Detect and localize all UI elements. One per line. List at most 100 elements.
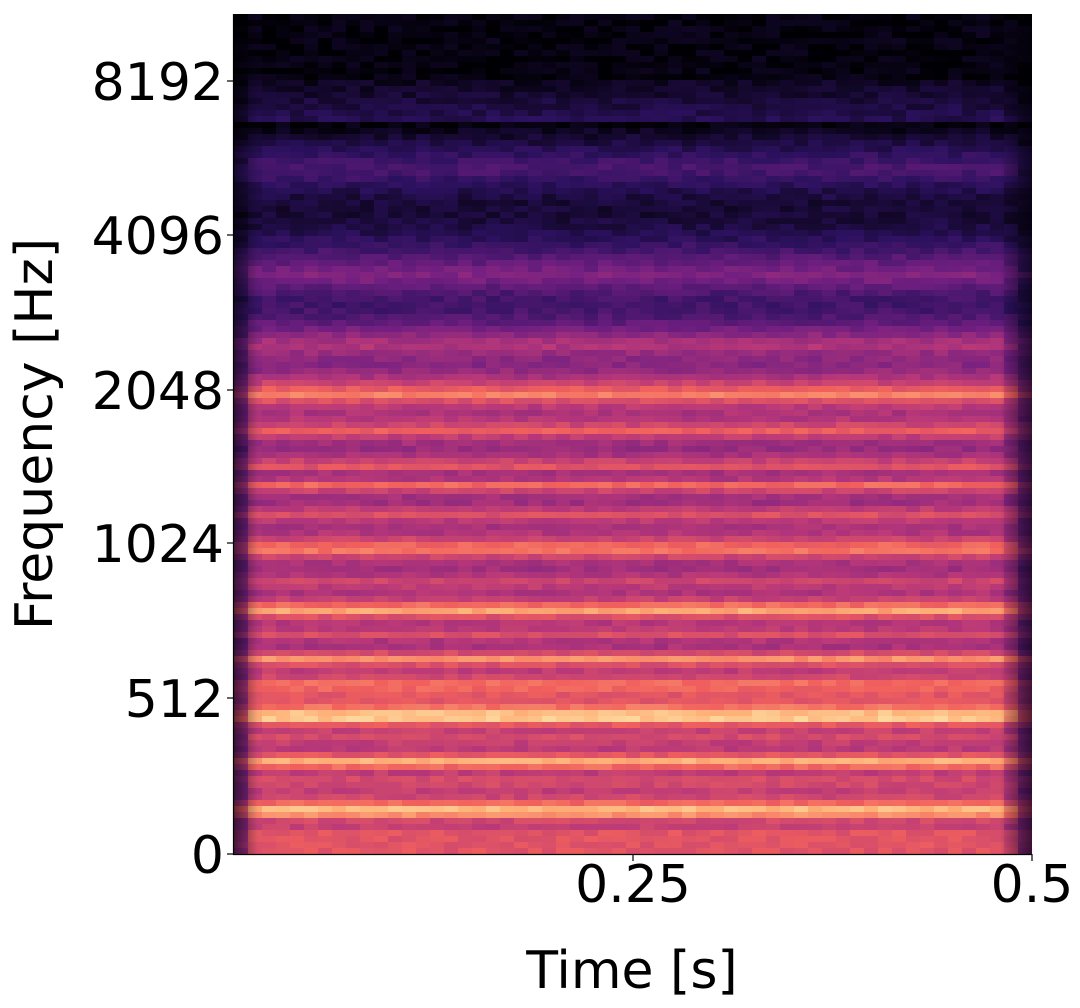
heatmap-cell xyxy=(570,530,585,537)
heatmap-cell xyxy=(640,74,655,81)
heatmap-cell xyxy=(486,308,501,315)
heatmap-cell xyxy=(570,248,585,255)
heatmap-cell xyxy=(360,26,375,33)
heatmap-cell xyxy=(500,32,515,39)
heatmap-cell xyxy=(500,170,515,177)
heatmap-cell xyxy=(794,326,809,333)
heatmap-cell xyxy=(304,62,319,69)
heatmap-cell xyxy=(864,506,879,513)
heatmap-cell xyxy=(808,392,823,399)
heatmap-cell xyxy=(626,458,641,465)
heatmap-cell xyxy=(822,68,837,75)
heatmap-cell xyxy=(570,32,585,39)
heatmap-cell xyxy=(640,326,655,333)
heatmap-cell xyxy=(500,86,515,93)
heatmap-cell xyxy=(780,122,795,129)
heatmap-cell xyxy=(822,272,837,279)
heatmap-cell xyxy=(374,230,389,237)
heatmap-cell xyxy=(360,224,375,231)
heatmap-cell xyxy=(780,86,795,93)
heatmap-cell xyxy=(668,32,683,39)
heatmap-cell xyxy=(458,416,473,423)
heatmap-cell xyxy=(598,242,613,249)
heatmap-cell xyxy=(626,314,641,321)
heatmap-cell xyxy=(444,440,459,447)
heatmap-cell xyxy=(850,368,865,375)
heatmap-cell xyxy=(864,410,879,417)
heatmap-cell xyxy=(430,218,445,225)
heatmap-cell xyxy=(402,386,417,393)
heatmap-cell xyxy=(948,500,963,507)
heatmap-cell xyxy=(906,242,921,249)
heatmap-cell xyxy=(696,32,711,39)
heatmap-cell xyxy=(892,206,907,213)
heatmap-cell xyxy=(696,68,711,75)
heatmap-cell xyxy=(920,494,935,501)
heatmap-cell xyxy=(920,134,935,141)
heatmap-cell xyxy=(332,356,347,363)
heatmap-cell xyxy=(822,32,837,39)
heatmap-cell xyxy=(808,182,823,189)
heatmap-cell xyxy=(374,326,389,333)
heatmap-cell xyxy=(514,272,529,279)
heatmap-cell xyxy=(808,98,823,105)
heatmap-cell xyxy=(486,386,501,393)
heatmap-cell xyxy=(668,392,683,399)
heatmap-cell xyxy=(570,110,585,117)
heatmap-cell xyxy=(794,362,809,369)
heatmap-cell xyxy=(934,380,949,387)
heatmap-cell xyxy=(654,134,669,141)
heatmap-cell xyxy=(822,248,837,255)
heatmap-cell xyxy=(976,326,991,333)
heatmap-cell xyxy=(626,74,641,81)
heatmap-cell xyxy=(864,260,879,267)
heatmap-cell xyxy=(598,50,613,57)
heatmap-cell xyxy=(990,170,1005,177)
heatmap-cell xyxy=(976,80,991,87)
heatmap-cell xyxy=(346,356,361,363)
heatmap-cell xyxy=(360,386,375,393)
heatmap-cell xyxy=(724,314,739,321)
heatmap-cell xyxy=(696,248,711,255)
heatmap-cell xyxy=(360,416,375,423)
heatmap-cell xyxy=(388,374,403,381)
heatmap-cell xyxy=(934,158,949,165)
heatmap-cell xyxy=(346,242,361,249)
heatmap-cell xyxy=(752,500,767,507)
heatmap-cell xyxy=(864,314,879,321)
heatmap-cell xyxy=(402,356,417,363)
heatmap-cell xyxy=(836,152,851,159)
heatmap-cell xyxy=(962,254,977,261)
heatmap-cell xyxy=(752,20,767,27)
heatmap-cell xyxy=(626,494,641,501)
heatmap-cell xyxy=(948,122,963,129)
heatmap-cell xyxy=(696,536,711,543)
heatmap-cell xyxy=(514,122,529,129)
heatmap-cell xyxy=(976,140,991,147)
heatmap-cell xyxy=(654,290,669,297)
heatmap-cell xyxy=(724,482,739,489)
heatmap-cell xyxy=(948,344,963,351)
heatmap-cell xyxy=(332,314,347,321)
heatmap-cell xyxy=(738,446,753,453)
heatmap-cell xyxy=(276,536,291,543)
heatmap-cell xyxy=(528,482,543,489)
heatmap-cell xyxy=(836,266,851,273)
heatmap-cell xyxy=(808,242,823,249)
heatmap-cell xyxy=(794,140,809,147)
heatmap-cell xyxy=(570,500,585,507)
heatmap-cell xyxy=(430,182,445,189)
heatmap-cell xyxy=(920,452,935,459)
heatmap-cell xyxy=(696,446,711,453)
heatmap-cell xyxy=(374,248,389,255)
heatmap-cell xyxy=(696,62,711,69)
heatmap-cell xyxy=(612,26,627,33)
heatmap-cell xyxy=(780,488,795,495)
heatmap-cell xyxy=(346,218,361,225)
heatmap-cell xyxy=(878,230,893,237)
heatmap-cell xyxy=(808,92,823,99)
heatmap-cell xyxy=(724,440,739,447)
heatmap-cell xyxy=(472,320,487,327)
heatmap-cell xyxy=(430,404,445,411)
heatmap-cell xyxy=(262,356,277,363)
